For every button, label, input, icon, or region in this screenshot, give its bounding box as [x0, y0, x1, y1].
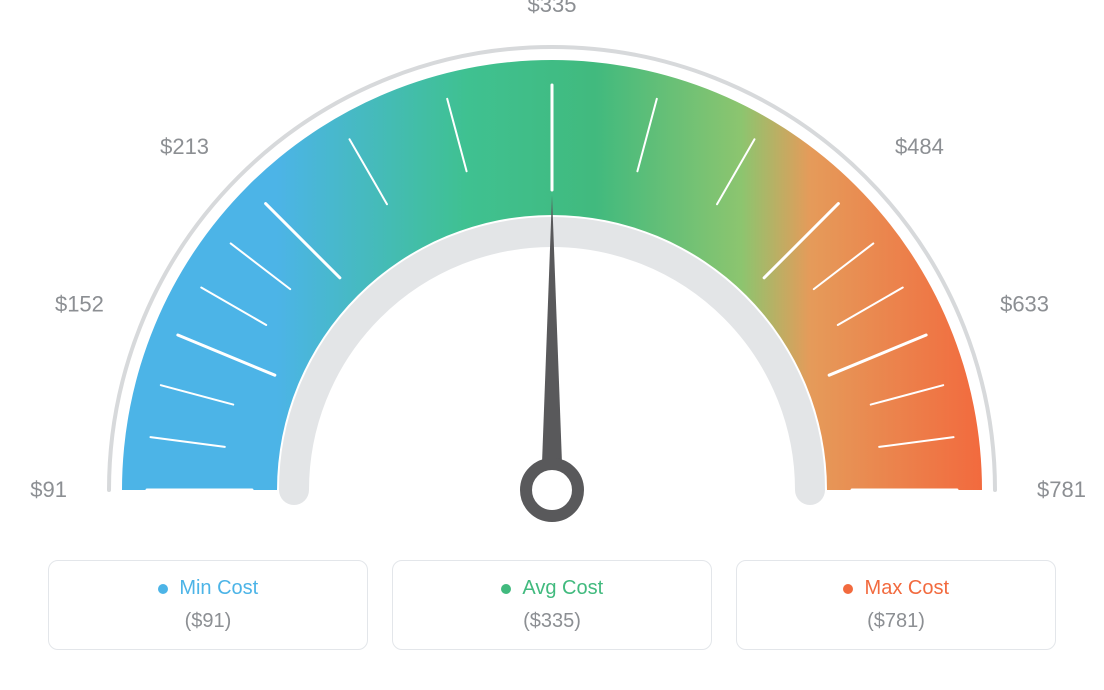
card-value: ($91) [59, 610, 357, 633]
card-value: ($335) [403, 610, 701, 633]
dot-icon [158, 584, 168, 594]
tick-label: $781 [1037, 477, 1086, 502]
card-min: Min Cost ($91) [48, 560, 368, 650]
tick-label: $633 [1000, 291, 1049, 316]
card-max: Max Cost ($781) [736, 560, 1056, 650]
dot-icon [501, 584, 511, 594]
legend-row: Min Cost ($91) Avg Cost ($335) Max Cost … [0, 560, 1104, 650]
dot-icon [843, 584, 853, 594]
gauge-svg: $91 $152 $213 $335 $484 $633 $781 [0, 0, 1104, 560]
tick-label: $91 [30, 477, 67, 502]
tick-label: $213 [160, 134, 209, 159]
card-title: Avg Cost [522, 577, 603, 599]
tick-label: $152 [55, 291, 104, 316]
card-value: ($781) [747, 610, 1045, 633]
cost-gauge: $91 $152 $213 $335 $484 $633 $781 [0, 0, 1104, 560]
tick-label: $484 [895, 134, 944, 159]
card-avg: Avg Cost ($335) [392, 560, 712, 650]
card-title: Min Cost [179, 577, 258, 599]
card-title: Max Cost [865, 577, 949, 599]
needle-hub [526, 464, 578, 516]
tick-label: $335 [528, 0, 577, 17]
